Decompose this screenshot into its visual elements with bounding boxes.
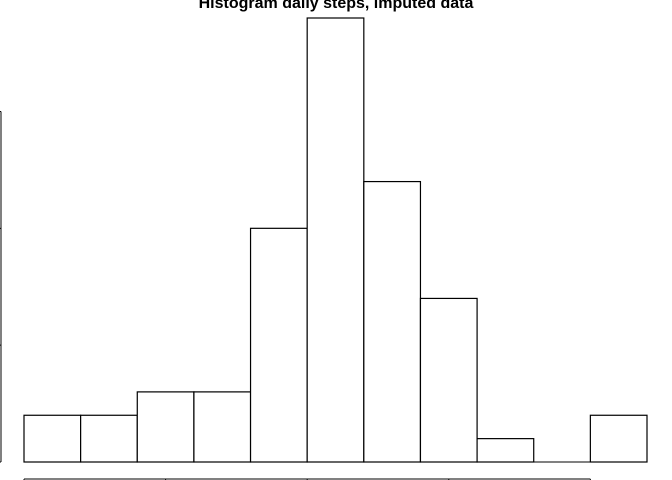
histogram-bar-7 [419, 297, 478, 463]
histogram-bar-8 [476, 438, 535, 463]
histogram-bar-1 [80, 414, 138, 463]
histogram-bar-5 [306, 17, 365, 463]
histogram-bars [23, 17, 648, 463]
y-axis [0, 110, 2, 463]
histogram-bar-3 [193, 391, 252, 463]
histogram-bar-0 [23, 414, 82, 463]
histogram-bar-6 [363, 180, 422, 463]
histogram-bar-4 [249, 227, 308, 463]
chart-title: Histogram daily steps, imputed data [199, 0, 474, 12]
histogram-bar-2 [136, 391, 195, 463]
histogram-bar-10 [589, 414, 648, 463]
